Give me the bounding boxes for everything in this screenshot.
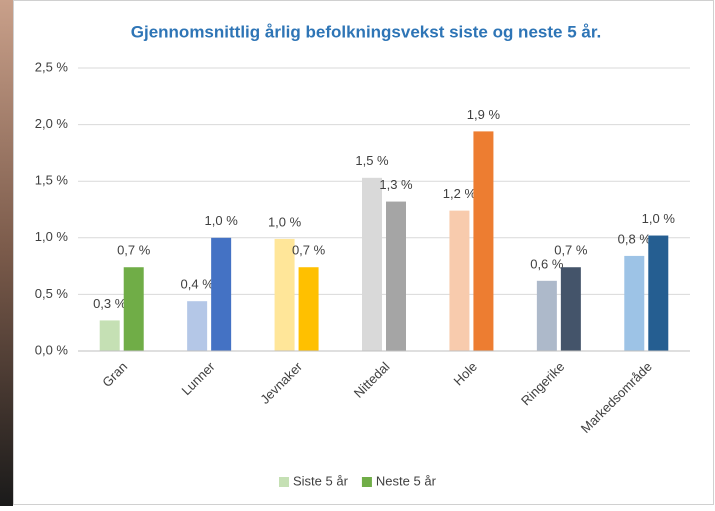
value-label: 0,3 % bbox=[93, 296, 127, 311]
background-photo bbox=[0, 0, 13, 506]
y-tick-label: 2,0 % bbox=[35, 116, 69, 131]
value-label: 1,3 % bbox=[379, 177, 413, 192]
value-label: 0,7 % bbox=[117, 243, 151, 258]
legend-label: Neste 5 år bbox=[376, 473, 437, 488]
bar bbox=[473, 131, 493, 351]
bar bbox=[211, 238, 231, 351]
value-label: 1,0 % bbox=[205, 213, 239, 228]
legend-swatch bbox=[362, 477, 372, 487]
bar bbox=[386, 202, 406, 351]
bar bbox=[187, 301, 207, 351]
bar bbox=[624, 256, 644, 351]
y-tick-label: 0,0 % bbox=[35, 342, 69, 357]
value-label: 1,5 % bbox=[355, 153, 389, 168]
value-label: 0,7 % bbox=[292, 243, 326, 258]
bar bbox=[561, 267, 581, 351]
bar bbox=[124, 267, 144, 351]
value-label: 0,4 % bbox=[181, 277, 215, 292]
value-label: 1,0 % bbox=[642, 211, 676, 226]
bar bbox=[299, 267, 319, 351]
value-label: 1,9 % bbox=[467, 107, 501, 122]
page: {"chart_data": {"type": "bar", "title": … bbox=[0, 0, 715, 506]
bar bbox=[449, 211, 469, 351]
chart-title: Gjennomsnittlig årlig befolkningsvekst s… bbox=[131, 22, 601, 41]
value-label: 1,2 % bbox=[443, 186, 477, 201]
y-tick-label: 0,5 % bbox=[35, 286, 69, 301]
y-tick-label: 1,0 % bbox=[35, 229, 69, 244]
value-label: 0,6 % bbox=[530, 256, 564, 271]
y-tick-label: 2,5 % bbox=[35, 59, 69, 74]
value-label: 0,7 % bbox=[554, 243, 588, 258]
bar bbox=[648, 236, 668, 351]
chart: Gjennomsnittlig årlig befolkningsvekst s… bbox=[0, 0, 715, 506]
bar bbox=[100, 320, 120, 351]
legend-swatch bbox=[279, 477, 289, 487]
bar bbox=[537, 281, 557, 351]
bar bbox=[362, 178, 382, 351]
value-label: 0,8 % bbox=[618, 231, 652, 246]
legend-label: Siste 5 år bbox=[293, 473, 349, 488]
value-label: 1,0 % bbox=[268, 214, 302, 229]
y-tick-label: 1,5 % bbox=[35, 173, 69, 188]
